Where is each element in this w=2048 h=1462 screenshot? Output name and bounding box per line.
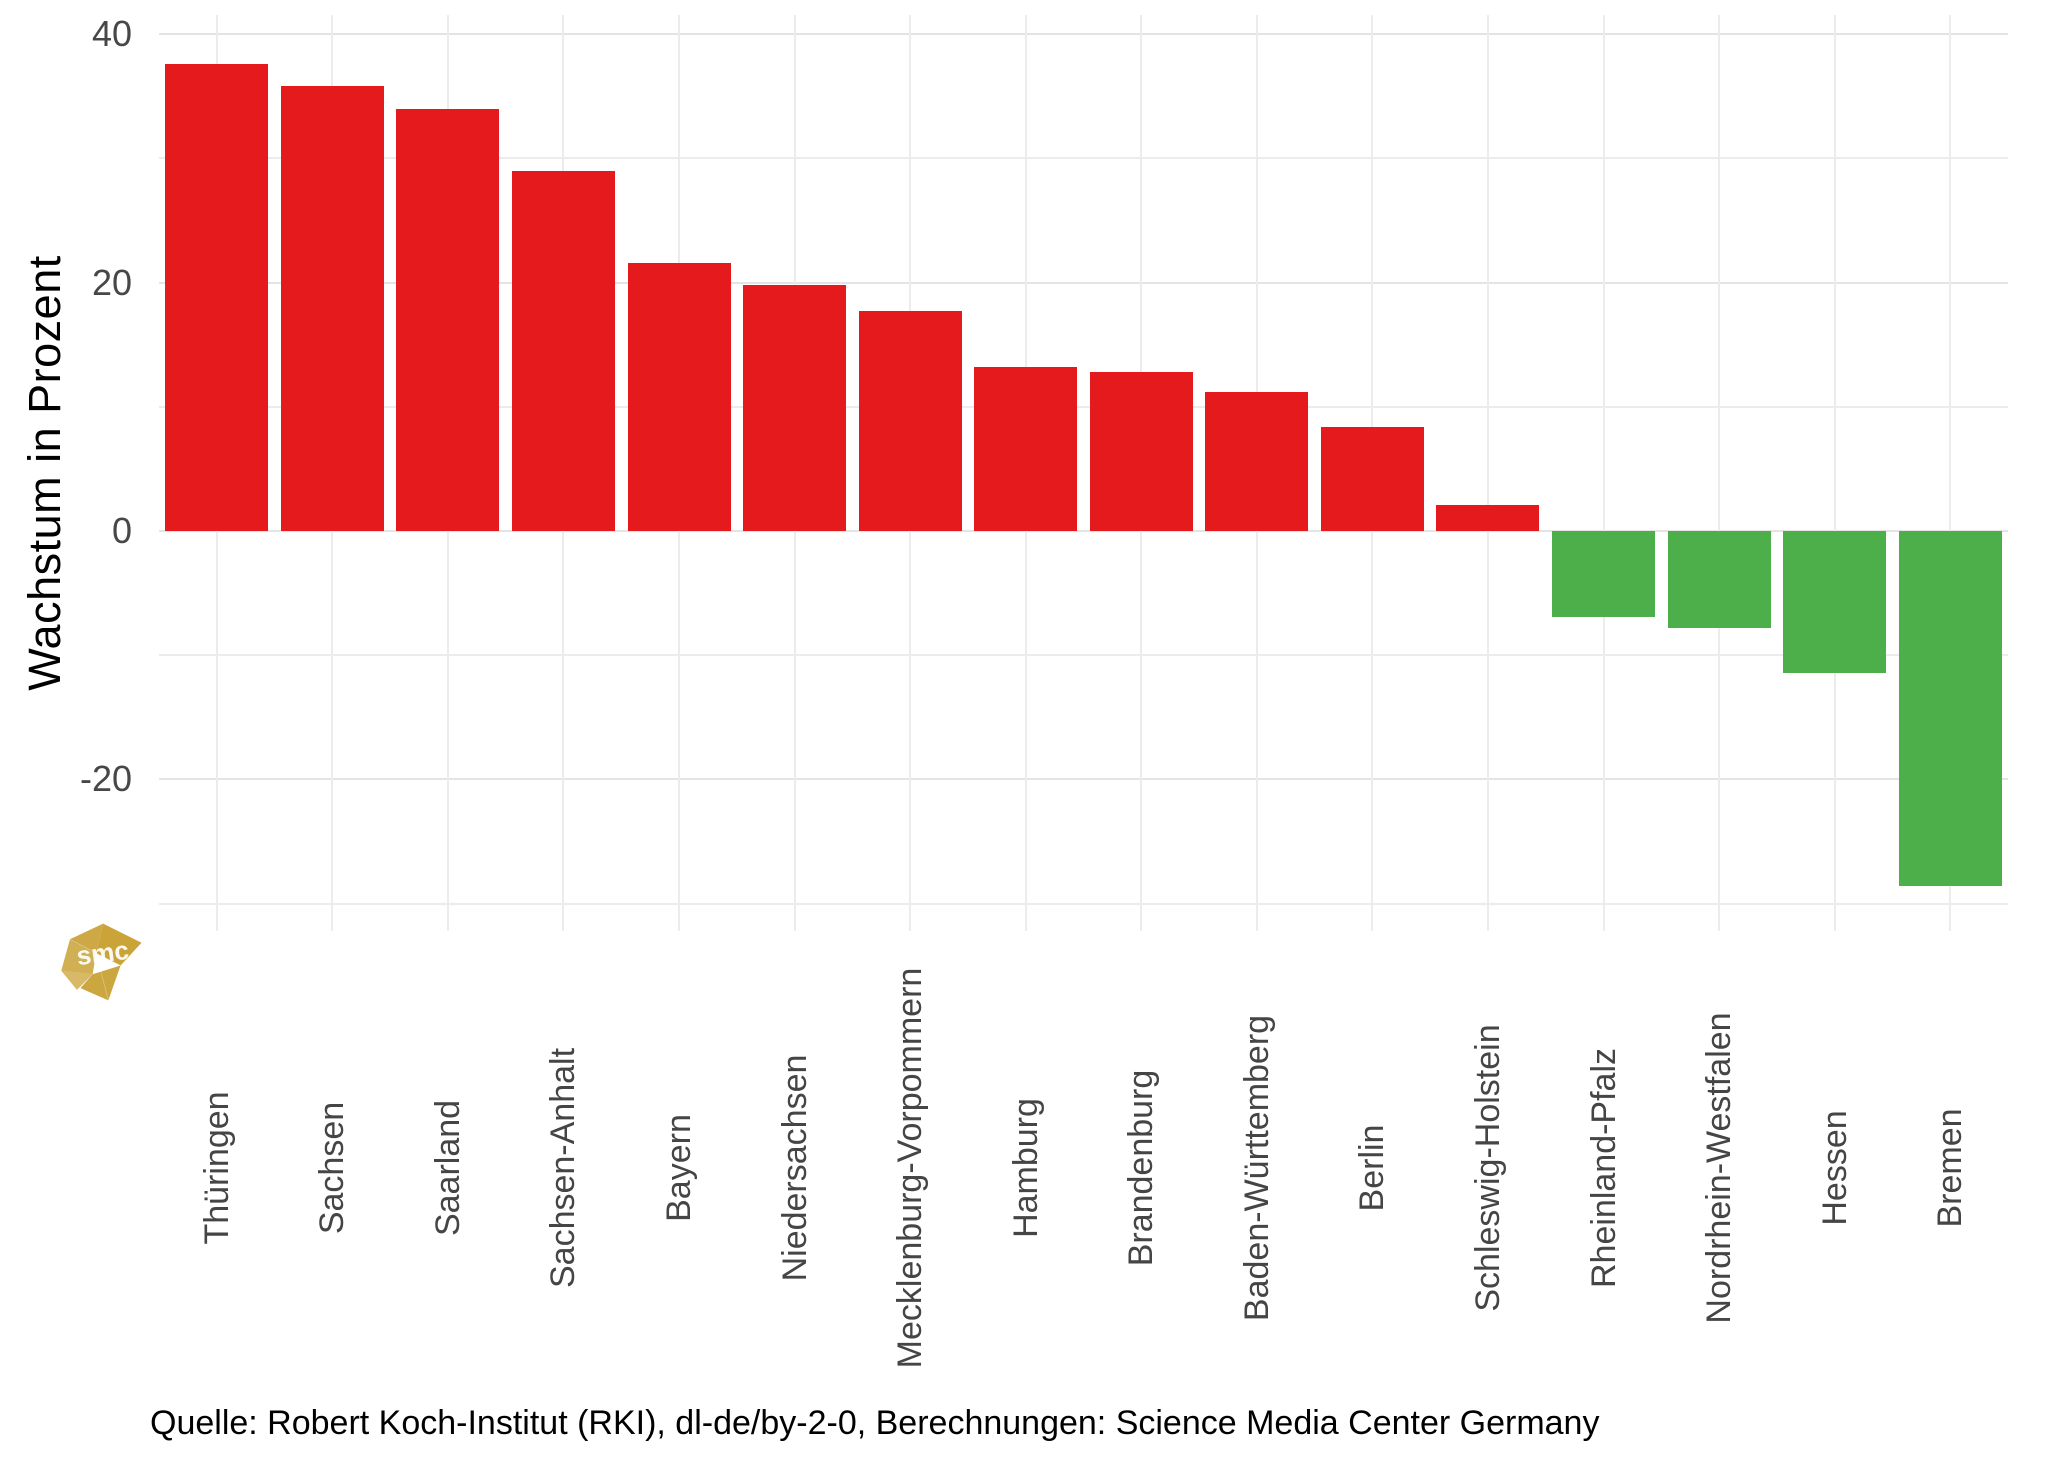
gridline-minor-10 [159,405,2008,408]
bar-baden-wuerttemberg [1205,391,1309,531]
bar-niedersachsen [743,285,847,531]
x-tick-label-sachsen-anhalt: Sachsen-Anhalt [544,1047,583,1289]
gridline-major-20 [159,281,2008,284]
gridline-minor--30 [159,902,2008,905]
y-axis-title: Wachstum in Prozent [19,255,70,691]
y-tick-label-20: 20 [91,261,132,303]
y-tick-label--20: -20 [79,758,132,800]
x-tick-label-thueringen: Thüringen [197,1091,236,1245]
gridline-category-schleswig-holstein [1486,15,1489,931]
gridline-minor--10 [159,654,2008,657]
bar-sachsen [280,86,384,531]
caption: Quelle: Robert Koch-Institut (RKI), dl-d… [150,1404,1600,1442]
plot-panel [159,15,2008,931]
bar-schleswig-holstein [1436,504,1540,531]
x-tick-label-bremen: Bremen [1931,1108,1970,1228]
gridline-minor-30 [159,157,2008,160]
y-tick-label-40: 40 [91,13,132,55]
smc-logo-text: smc [75,935,131,971]
x-tick-label-nordrhein-westfalen: Nordrhein-Westfalen [1700,1012,1739,1324]
x-tick-label-bayern: Bayern [660,1114,699,1222]
gridline-category-rheinland-pfalz [1602,15,1605,931]
x-tick-label-niedersachsen: Niedersachsen [775,1054,814,1282]
bar-nordrhein-westfalen [1667,531,1771,628]
bar-hamburg [974,367,1078,531]
x-tick-label-hessen: Hessen [1815,1110,1854,1226]
x-tick-label-baden-wuerttemberg: Baden-Württemberg [1237,1014,1276,1322]
bar-bremen [1898,531,2002,887]
smc-logo: smc [61,923,142,1001]
smc-logo-shape [61,923,142,1001]
bar-mecklenburg-vorpommern [858,311,962,531]
gridline-major--20 [159,778,2008,781]
x-tick-label-brandenburg: Brandenburg [1122,1069,1161,1267]
gridline-category-nordrhein-westfalen [1718,15,1721,931]
gridline-category-hessen [1833,15,1836,931]
bar-berlin [1320,426,1424,531]
x-tick-label-berlin: Berlin [1353,1124,1392,1212]
bar-bayern [627,262,731,531]
bar-hessen [1783,531,1887,673]
x-tick-label-mecklenburg-vorpommern: Mecklenburg-Vorpommern [891,967,930,1369]
gridline-major-0 [159,530,2008,532]
gridline-major-40 [159,33,2008,36]
bar-rheinland-pfalz [1552,531,1656,617]
y-tick-label-0: 0 [111,510,132,551]
x-tick-label-saarland: Saarland [428,1099,467,1237]
bar-sachsen-anhalt [511,170,615,531]
bar-brandenburg [1089,372,1193,531]
x-tick-label-hamburg: Hamburg [1006,1098,1045,1238]
x-tick-label-rheinland-pfalz: Rheinland-Pfalz [1584,1047,1623,1289]
bar-thueringen [165,64,269,531]
x-tick-label-schleswig-holstein: Schleswig-Holstein [1468,1024,1507,1312]
x-tick-label-sachsen: Sachsen [313,1101,352,1235]
gridline-category-bremen [1949,15,1952,931]
bar-saarland [396,108,500,531]
